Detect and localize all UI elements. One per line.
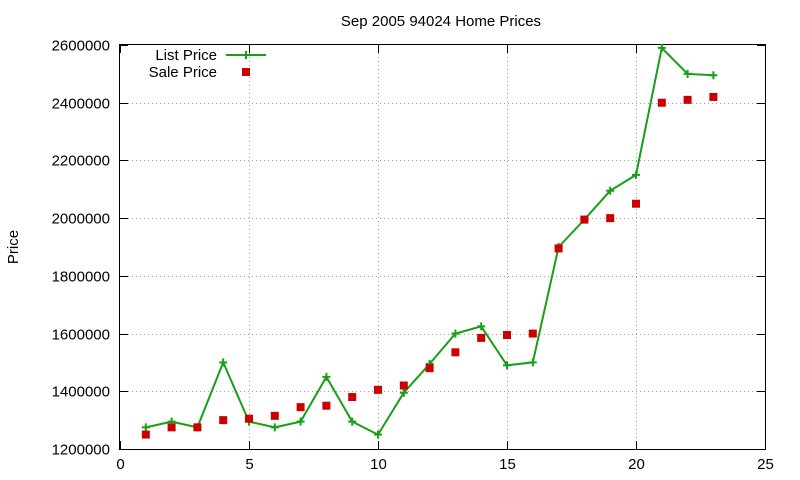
sale-price-point [399,381,408,390]
series-1 [141,92,718,439]
y-tick-label: 1600000 [52,327,110,344]
sale-price-point [503,331,511,340]
list-price-point [683,69,692,78]
tick-labels: 0 5 10 15 20 25 1200000 1400000 1600000 1800000 20… [52,38,774,474]
grid-lines [120,45,765,449]
sale-price-point [167,423,176,432]
sale-price-point [632,199,640,208]
list-price-point [606,186,615,195]
x-tick-label: 0 [116,456,124,473]
list-price-point [709,71,718,80]
list-price-point [503,361,511,370]
legend-label: Sale Price [149,64,217,81]
legend-square-marker [242,68,250,76]
sale-price-point [528,329,537,338]
y-tick-label: 2400000 [52,96,110,113]
list-price-point [528,358,537,367]
sale-price-point [193,423,202,432]
list-price-point [657,43,666,52]
sale-price-point [219,416,228,425]
x-tick-label: 25 [757,456,774,473]
list-price-point [632,170,640,179]
list-price-point [451,329,460,338]
list-price-point [348,417,357,426]
sale-price-point [348,393,357,402]
list-price-point [322,372,331,381]
list-price-line [145,46,714,436]
y-tick-label: 1800000 [52,269,110,286]
y-tick-label: 1200000 [52,442,110,459]
y-axis-label: Price [5,230,22,264]
sale-price-point [270,411,279,420]
sale-price-point [554,244,563,253]
x-tick-label: 10 [370,456,387,473]
sale-price-point [683,95,692,104]
sale-price-point [322,401,331,410]
list-price-point [270,423,279,432]
legend-label: List Price [155,47,217,64]
y-tick-label: 2000000 [52,211,110,228]
x-tick-label: 5 [245,456,253,473]
sale-price-point [606,214,615,223]
axis-ticks [120,45,766,450]
sale-price-point [657,98,666,107]
y-tick-label: 2600000 [52,38,110,55]
sale-price-point [425,364,434,373]
sale-price-point [245,414,253,423]
x-tick-label: 20 [628,456,645,473]
plot-frame [119,44,766,450]
chart-title: Sep 2005 94024 Home Prices [341,13,541,30]
list-price-point [296,417,305,426]
list-price-point [374,430,382,439]
sale-price-point [580,215,589,224]
sale-price-point [296,403,305,412]
sale-price-point [141,430,150,439]
list-price-point [477,322,486,331]
list-price-point [399,388,408,397]
list-price-point [219,358,228,367]
sale-price-point [709,92,718,101]
sale-price-point [477,333,486,342]
y-tick-label: 2200000 [52,153,110,170]
sale-price-point [374,385,382,394]
list-price-point [141,423,150,432]
sale-price-point [451,348,460,357]
y-tick-label: 1400000 [52,384,110,401]
legend-plus-marker [242,51,250,59]
data-series [141,43,718,439]
x-tick-label: 15 [499,456,516,473]
